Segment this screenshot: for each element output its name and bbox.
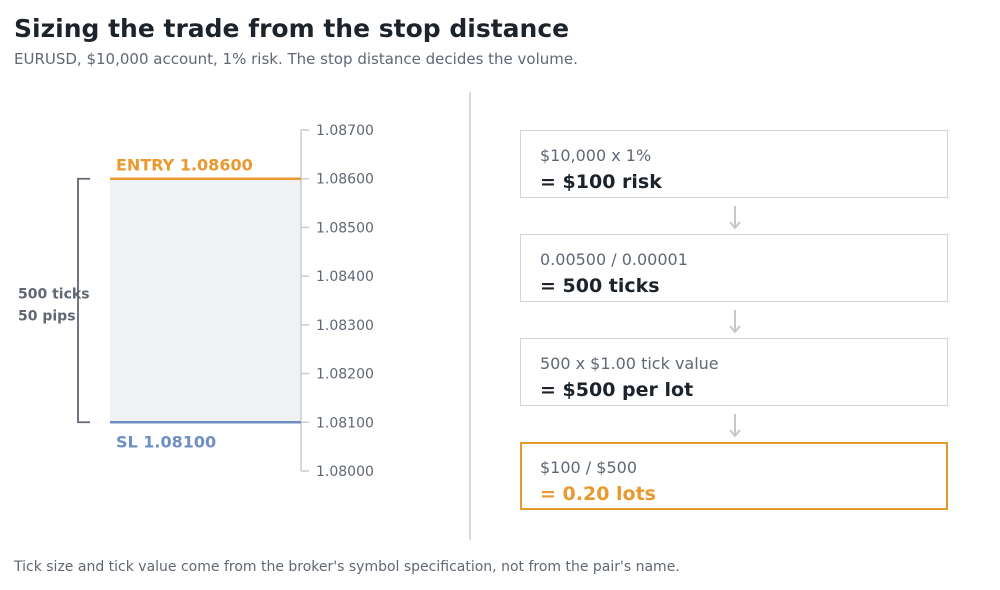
panel-divider	[469, 92, 471, 540]
axis-tick-label: 1.08300	[316, 318, 374, 334]
price-axis-ticks: 1.08700 1.08600 1.08500 1.08400 1.08300 1.082…	[301, 123, 374, 480]
price-ladder-diagram: 1.08700 1.08600 1.08500 1.08400 1.08300 1.082…	[18, 123, 374, 480]
step-result: = $500 per lot	[540, 379, 694, 401]
entry-label: ENTRY 1.08600	[116, 156, 253, 175]
axis-tick-label: 1.08700	[316, 123, 374, 139]
page-subtitle: EURUSD, $10,000 account, 1% risk. The st…	[14, 50, 578, 68]
step-expression: $100 / $500	[540, 458, 637, 477]
distance-pips-label: 50 pips	[18, 309, 76, 325]
step-expression: 500 x $1.00 tick value	[540, 354, 719, 373]
distance-bracket	[77, 177, 90, 424]
step-expression: 0.00500 / 0.00001	[540, 250, 688, 269]
step-card-lots: $100 / $500 = 0.20 lots	[520, 442, 948, 510]
step-result: = 0.20 lots	[540, 483, 656, 505]
axis-tick-label: 1.08200	[316, 367, 374, 383]
arrow-down-icon	[729, 414, 741, 438]
arrow-down-icon	[729, 206, 741, 230]
step-expression: $10,000 x 1%	[540, 146, 652, 165]
axis-tick-label: 1.08500	[316, 220, 374, 236]
step-result: = 500 ticks	[540, 275, 660, 297]
footnote: Tick size and tick value come from the b…	[14, 559, 680, 575]
arrow-down-icon	[729, 310, 741, 334]
distance-ticks-label: 500 ticks	[18, 287, 90, 303]
axis-tick-label: 1.08100	[316, 415, 374, 431]
step-card-risk: $10,000 x 1% = $100 risk	[520, 130, 948, 198]
axis-tick-label: 1.08400	[316, 269, 374, 285]
axis-tick-label: 1.08000	[316, 464, 374, 480]
page-title: Sizing the trade from the stop distance	[14, 14, 570, 43]
step-card-per-lot: 500 x $1.00 tick value = $500 per lot	[520, 338, 948, 406]
risk-zone	[110, 178, 301, 423]
step-result: = $100 risk	[540, 171, 662, 193]
stop-loss-label: SL 1.08100	[116, 432, 216, 451]
axis-tick-label: 1.08600	[316, 172, 374, 188]
step-card-ticks: 0.00500 / 0.00001 = 500 ticks	[520, 234, 948, 302]
